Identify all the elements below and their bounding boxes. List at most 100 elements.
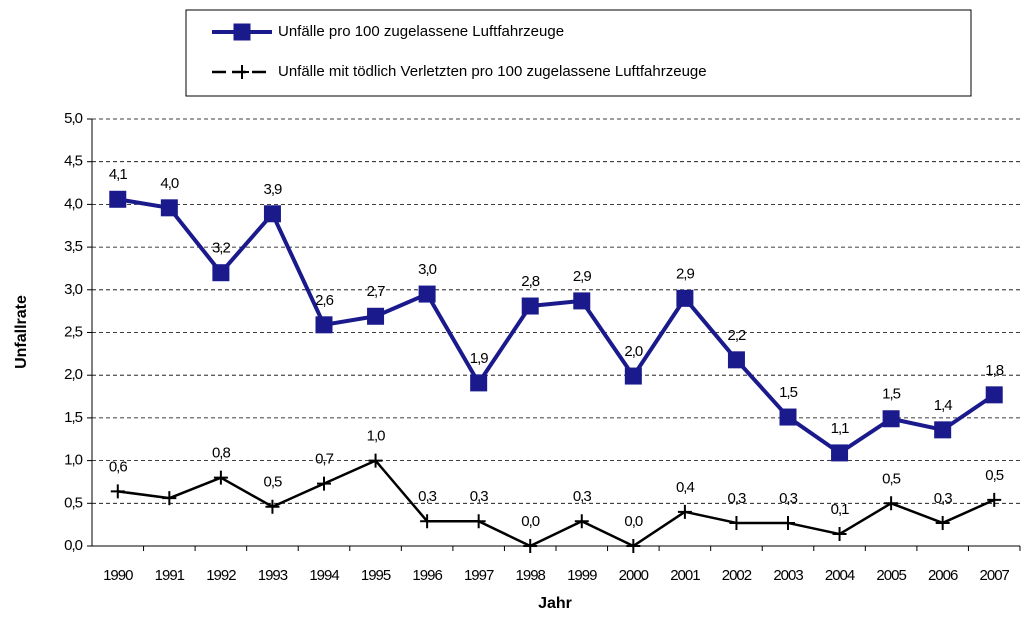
data-label: 0,0	[521, 513, 540, 530]
marker	[263, 205, 281, 223]
marker	[315, 316, 333, 334]
data-label: 0,8	[212, 445, 231, 462]
marker	[884, 496, 899, 511]
data-label: 2,0	[624, 343, 643, 360]
marker	[162, 491, 177, 506]
x-tick-label: 1996	[412, 567, 442, 584]
marker	[729, 515, 744, 530]
data-label: 0,1	[831, 501, 850, 518]
x-tick-label: 2004	[825, 567, 855, 584]
marker	[160, 199, 178, 217]
data-label: 2,9	[676, 265, 695, 282]
x-tick-label: 2006	[928, 567, 958, 584]
data-label: 2,7	[367, 283, 386, 300]
marker	[676, 289, 694, 307]
marker	[832, 527, 847, 542]
marker	[265, 499, 280, 514]
marker	[573, 292, 591, 310]
marker	[882, 410, 900, 428]
marker	[213, 470, 228, 485]
y-tick-label: 3,0	[64, 281, 83, 298]
marker	[987, 492, 1002, 507]
x-tick-label: 1990	[103, 567, 133, 584]
y-tick-label: 5,0	[64, 110, 83, 127]
x-tick-label: 1995	[361, 567, 391, 584]
data-label: 0,3	[573, 488, 592, 505]
data-label: 0,6	[109, 458, 128, 475]
y-tick-label: 1,5	[64, 409, 83, 426]
x-tick-label: 2003	[773, 567, 803, 584]
marker	[317, 476, 331, 491]
x-tick-label: 1999	[567, 567, 597, 584]
marker	[624, 367, 642, 385]
data-label: 0,5	[985, 467, 1004, 484]
x-tick-label: 2000	[619, 567, 649, 584]
data-label: 0,5	[882, 470, 901, 487]
marker	[212, 264, 230, 282]
marker	[110, 484, 125, 499]
data-label: 0,5	[264, 474, 283, 491]
marker	[521, 297, 539, 315]
marker	[779, 408, 797, 426]
data-label: 3,0	[418, 261, 437, 278]
marker	[727, 351, 745, 369]
data-label: 1,8	[985, 362, 1004, 379]
y-tick-label: 4,5	[64, 153, 83, 170]
y-tick-label: 3,5	[64, 238, 83, 255]
marker	[831, 444, 849, 462]
data-label: 3,9	[264, 181, 283, 198]
data-label: 0,3	[728, 490, 747, 507]
data-label: 4,1	[109, 166, 128, 183]
marker	[235, 65, 249, 79]
data-label: 1,9	[470, 350, 489, 367]
marker	[934, 421, 952, 439]
x-tick-label: 2001	[670, 567, 700, 584]
data-label: 1,0	[367, 428, 386, 445]
data-label: 0,7	[315, 451, 334, 468]
legend-box	[185, 9, 972, 97]
data-label: 4,0	[160, 175, 179, 192]
data-label: 1,5	[779, 384, 798, 401]
data-label: 2,8	[521, 273, 540, 290]
x-tick-label: 2005	[876, 567, 906, 584]
y-axis-title: Unfallrate	[13, 295, 30, 369]
data-label: 2,9	[573, 268, 592, 285]
marker	[418, 285, 436, 303]
y-tick-label: 1,0	[64, 452, 83, 469]
data-label: 0,0	[624, 513, 643, 530]
data-label: 2,6	[315, 292, 334, 309]
marker	[367, 307, 385, 325]
data-label: 0,3	[470, 488, 489, 505]
data-label: 0,3	[934, 490, 953, 507]
data-label: 1,5	[882, 386, 901, 403]
series-line	[117, 197, 996, 455]
legend-label: Unfälle mit tödlich Verletzten pro 100 z…	[278, 63, 707, 80]
marker	[985, 386, 1003, 404]
x-tick-label: 1994	[309, 567, 339, 584]
y-tick-label: 0,5	[64, 494, 83, 511]
data-label: 3,2	[212, 240, 231, 257]
x-tick-label: 1991	[155, 567, 185, 584]
marker	[471, 514, 486, 529]
marker	[626, 539, 641, 553]
data-label: 0,4	[676, 479, 695, 496]
y-tick-label: 4,0	[64, 195, 83, 212]
marker	[368, 453, 383, 468]
marker	[233, 23, 251, 41]
marker	[574, 514, 589, 529]
data-label: 2,2	[728, 327, 747, 344]
y-tick-label: 2,0	[64, 366, 83, 383]
marker	[523, 539, 538, 553]
marker	[470, 374, 488, 392]
data-label: 0,3	[418, 488, 437, 505]
marker	[420, 514, 435, 529]
data-label: 0,3	[779, 490, 798, 507]
marker	[677, 504, 692, 519]
x-axis-title: Jahr	[538, 595, 572, 612]
marker	[109, 190, 127, 208]
x-tick-label: 1993	[258, 567, 288, 584]
data-label: 1,1	[831, 420, 850, 437]
data-label: 1,4	[934, 397, 953, 414]
